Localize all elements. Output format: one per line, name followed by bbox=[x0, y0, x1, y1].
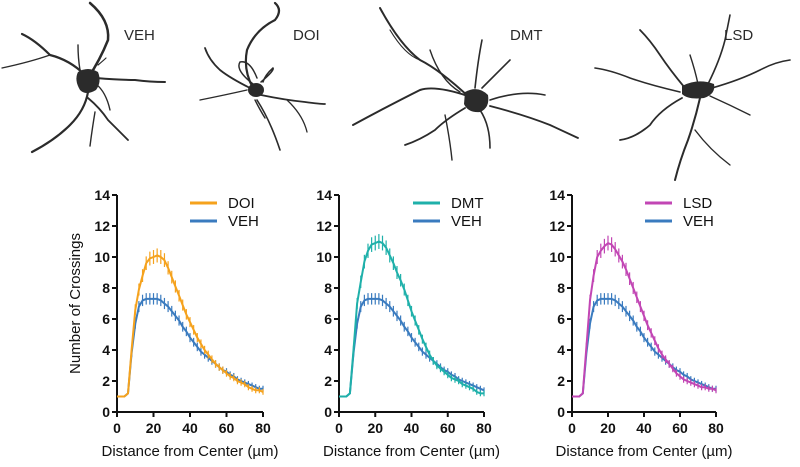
y-tick-label: 12 bbox=[549, 218, 565, 234]
y-tick-label: 4 bbox=[102, 342, 110, 358]
y-tick-label: 14 bbox=[549, 187, 565, 203]
x-tick-label: 0 bbox=[335, 420, 343, 436]
y-tick-label: 2 bbox=[324, 373, 332, 389]
y-tick-label: 14 bbox=[316, 187, 332, 203]
y-tick-label: 6 bbox=[102, 311, 110, 327]
legend-label-dmt: DMT bbox=[451, 195, 484, 212]
series-line-dmt bbox=[339, 240, 484, 398]
x-tick-label: 80 bbox=[708, 420, 724, 436]
y-axis-title: Number of Crossings bbox=[67, 233, 84, 374]
x-tick-label: 20 bbox=[146, 420, 162, 436]
y-tick-label: 14 bbox=[94, 187, 110, 203]
neuron-label-dmt: DMT bbox=[510, 27, 543, 44]
y-tick-label: 0 bbox=[324, 404, 332, 420]
x-axis-title: Distance from Center (µm) bbox=[101, 443, 278, 460]
neuron-label-doi: DOI bbox=[293, 27, 320, 44]
x-tick-label: 80 bbox=[255, 420, 271, 436]
y-tick-label: 8 bbox=[557, 280, 565, 296]
x-tick-label: 40 bbox=[636, 420, 652, 436]
x-tick-label: 0 bbox=[113, 420, 121, 436]
y-tick-label: 12 bbox=[316, 218, 332, 234]
y-tick-label: 6 bbox=[324, 311, 332, 327]
x-tick-label: 60 bbox=[672, 420, 688, 436]
y-tick-label: 10 bbox=[316, 249, 332, 265]
neuron-dmt-icon bbox=[352, 7, 579, 161]
neuron-lsd-icon bbox=[594, 14, 791, 181]
x-tick-label: 20 bbox=[367, 420, 383, 436]
neuron-veh-icon bbox=[1, 1, 166, 154]
x-tick-label: 40 bbox=[404, 420, 420, 436]
y-tick-label: 0 bbox=[557, 404, 565, 420]
legend-label-doi: DOI bbox=[228, 195, 255, 212]
y-tick-label: 10 bbox=[94, 249, 110, 265]
y-tick-label: 6 bbox=[557, 311, 565, 327]
y-tick-label: 8 bbox=[102, 280, 110, 296]
x-tick-label: 0 bbox=[568, 420, 576, 436]
y-tick-label: 8 bbox=[324, 280, 332, 296]
y-tick-label: 2 bbox=[557, 373, 565, 389]
x-tick-label: 40 bbox=[182, 420, 198, 436]
x-tick-label: 60 bbox=[440, 420, 456, 436]
y-tick-label: 2 bbox=[102, 373, 110, 389]
neuron-label-lsd: LSD bbox=[724, 27, 754, 44]
y-tick-label: 4 bbox=[557, 342, 565, 358]
x-tick-label: 80 bbox=[476, 420, 492, 436]
neuron-label-veh: VEH bbox=[124, 27, 155, 44]
x-axis-title: Distance from Center (µm) bbox=[555, 443, 732, 460]
legend-label-veh: VEH bbox=[228, 213, 259, 230]
neuron-doi-icon bbox=[199, 1, 326, 151]
legend-label-veh: VEH bbox=[683, 213, 714, 230]
y-tick-label: 12 bbox=[94, 218, 110, 234]
x-axis-title: Distance from Center (µm) bbox=[323, 443, 500, 460]
y-tick-label: 0 bbox=[102, 404, 110, 420]
x-tick-label: 20 bbox=[600, 420, 616, 436]
y-tick-label: 4 bbox=[324, 342, 332, 358]
legend-label-veh: VEH bbox=[451, 213, 482, 230]
x-tick-label: 60 bbox=[219, 420, 235, 436]
y-tick-label: 10 bbox=[549, 249, 565, 265]
legend-label-lsd: LSD bbox=[683, 195, 712, 212]
